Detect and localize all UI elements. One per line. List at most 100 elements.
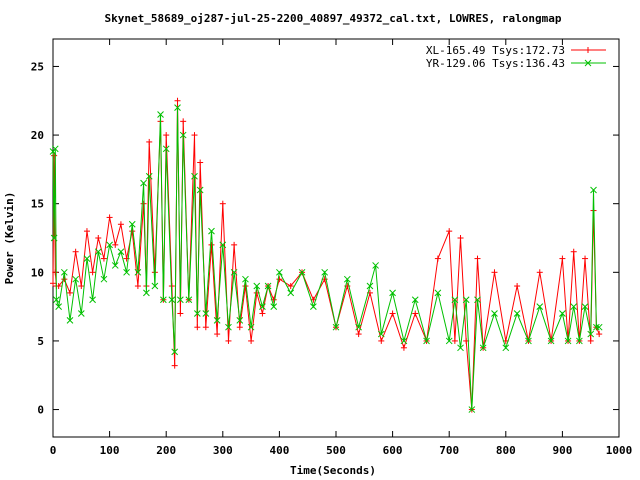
series-2-point <box>513 310 521 317</box>
series-2-point <box>225 323 232 331</box>
x-tick-label: 500 <box>326 444 346 457</box>
series-2-point <box>462 296 470 304</box>
series-1-point <box>514 283 521 290</box>
series-1-point <box>559 255 566 262</box>
series-2-point <box>236 316 244 324</box>
series-2-point <box>157 111 164 118</box>
y-tick-label: 25 <box>31 60 44 73</box>
series-1-point <box>570 248 577 255</box>
series-2-point <box>50 234 58 242</box>
series-1-point <box>287 283 294 290</box>
series-1-point <box>587 337 594 344</box>
series-1-point <box>72 248 79 255</box>
series-1-point <box>140 200 147 207</box>
series-2-point <box>479 344 487 352</box>
series-1-point <box>50 280 56 287</box>
series-2-point <box>179 131 187 139</box>
series-1-point <box>536 269 543 276</box>
series-2-point <box>434 289 442 297</box>
series-layer <box>49 97 603 413</box>
series-1-point <box>177 310 184 317</box>
series-2-point <box>377 330 385 338</box>
series-1-point <box>446 228 453 235</box>
series-2-point <box>355 323 362 331</box>
series-2-point <box>53 296 60 304</box>
series-1-point <box>146 138 153 145</box>
series-1-point <box>61 276 68 283</box>
y-tick-label: 5 <box>37 335 44 348</box>
y-axis: 0 5 10 15 20 25 <box>31 60 619 417</box>
series-2-point <box>343 275 351 283</box>
series-1-point <box>197 159 204 166</box>
series-2-point <box>219 241 227 249</box>
series-1-point <box>219 200 226 207</box>
series-2-point <box>491 310 498 317</box>
series-2-point <box>230 268 238 276</box>
y-axis-label: Power (Kelvin) <box>3 192 16 285</box>
series-2-point <box>502 344 510 352</box>
x-tick-label: 400 <box>269 444 289 457</box>
series-2-point <box>143 289 150 297</box>
series-1-point <box>83 228 90 235</box>
series-1-point <box>208 241 215 248</box>
series-2-point <box>400 337 408 345</box>
series-1-point <box>355 331 362 338</box>
series-1-point <box>451 337 458 344</box>
series-2-point <box>77 310 85 317</box>
series-2-point <box>196 186 204 194</box>
series-2-point <box>276 268 283 276</box>
series-2-point <box>176 296 184 304</box>
series-2-point <box>253 282 261 290</box>
series-2-point <box>366 282 374 290</box>
series-2-point <box>128 220 136 228</box>
series-2-point <box>372 262 379 269</box>
series-2-point <box>213 316 221 324</box>
series-2-point <box>310 303 317 310</box>
series-1-point <box>51 152 58 159</box>
y-tick-label: 15 <box>31 198 44 211</box>
x-tick-label: 800 <box>496 444 516 457</box>
series-1-point <box>259 310 266 317</box>
series-2-point <box>100 275 108 283</box>
series-1-point <box>52 269 59 276</box>
series-1-point <box>194 324 201 331</box>
series-2-point <box>202 310 210 317</box>
series-1-point <box>117 221 124 228</box>
series-1-point <box>236 324 243 331</box>
series-1-point <box>95 235 102 241</box>
series-2-point <box>587 330 595 338</box>
x-tick-label: 700 <box>439 444 459 457</box>
y-tick-label: 10 <box>31 266 44 279</box>
series-1-point <box>389 310 396 317</box>
x-tick-label: 1000 <box>606 444 633 457</box>
series-1-point <box>378 337 385 344</box>
series-2-point <box>171 348 179 356</box>
series-2-point <box>389 289 396 297</box>
series-2-point <box>270 303 278 310</box>
series-2-point <box>168 296 176 304</box>
series-2-point <box>134 268 142 276</box>
series-2 <box>49 104 603 413</box>
series-2-point <box>457 344 464 352</box>
series-2-point <box>321 268 329 276</box>
legend-label: YR-129.06 Tsys:136.43 <box>426 57 565 70</box>
x-axis: 0 100 200 300 400 500 600 700 800 900 1000 <box>50 39 633 457</box>
series-1-point <box>89 269 96 276</box>
series-2-point <box>298 268 306 276</box>
y-tick-label: 20 <box>31 129 44 142</box>
series-2-point <box>140 179 147 187</box>
series-2-point <box>593 323 600 331</box>
series-1-point <box>78 283 85 290</box>
series-1-point <box>134 283 141 290</box>
series-1-point <box>180 118 187 125</box>
series-2-point <box>559 310 566 317</box>
series-1-point <box>100 255 107 262</box>
series-2-point <box>72 275 79 283</box>
series-1-point <box>129 228 136 235</box>
series-2-point <box>55 303 63 310</box>
series-2-point <box>191 172 198 180</box>
series-1-point <box>106 214 113 221</box>
series-2-point <box>89 296 96 304</box>
